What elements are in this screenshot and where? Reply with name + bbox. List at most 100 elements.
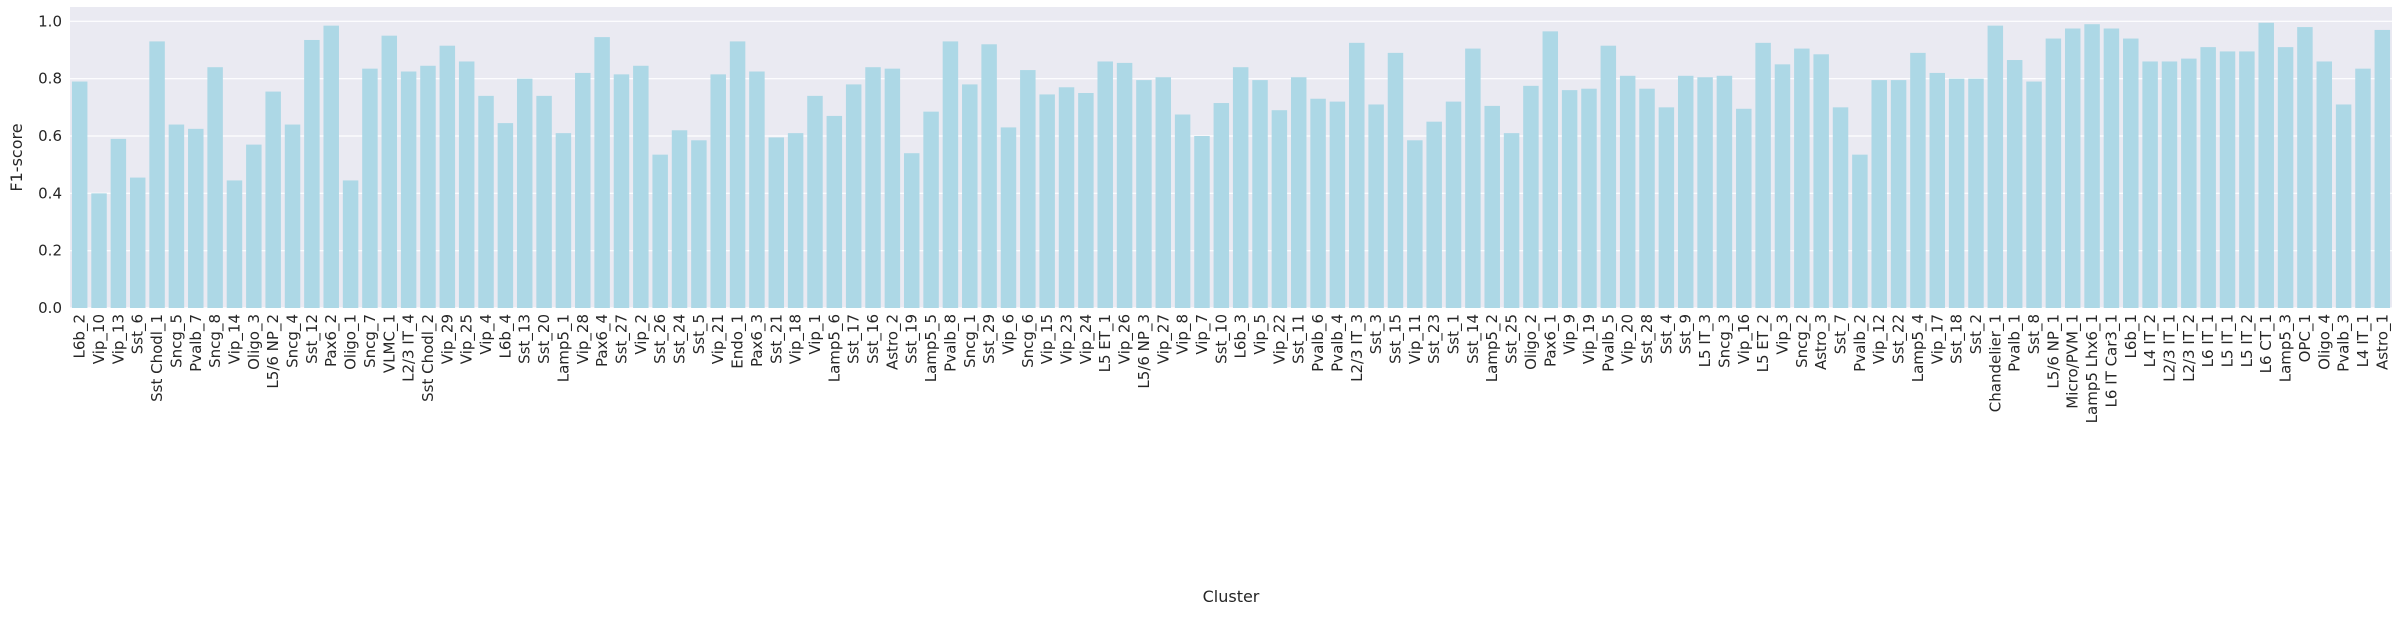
bar [2239, 51, 2255, 308]
x-tick-label: VLMC_1 [380, 314, 399, 373]
bar [2219, 51, 2236, 308]
x-tick-label: Chandelier_1 [1986, 314, 2005, 412]
y-tick-label: 1.0 [38, 12, 62, 30]
x-tick-label: Vip_15 [1038, 314, 1057, 364]
x-tick-label: Oligo_3 [245, 314, 264, 370]
y-gridlines [70, 20, 2392, 309]
x-tick-label: Vip_11 [1406, 314, 1425, 364]
bar [2335, 104, 2352, 308]
bar [246, 144, 262, 308]
x-tick-label: Astro_1 [2373, 314, 2392, 370]
bar [265, 91, 281, 308]
x-tick-label: Lamp5_2 [1483, 314, 1502, 382]
x-tick-label: Sst_1 [1445, 314, 1464, 354]
x-tick-label: Sst_8 [2025, 314, 2044, 354]
bar [1523, 85, 1539, 308]
bar [1890, 80, 1907, 308]
x-tick-label: L5 IT_2 [2238, 314, 2257, 367]
x-tick-label: L2/3 IT_1 [2160, 314, 2179, 382]
x-tick-label: Sncg_8 [206, 314, 225, 368]
bar [2161, 61, 2178, 308]
x-tick-label: Vip_22 [1270, 314, 1289, 364]
x-tick-label: L4 IT_1 [2354, 314, 2373, 367]
bar [1252, 80, 1268, 308]
bar [1639, 88, 1655, 308]
bar [1058, 87, 1075, 309]
x-tick-label: Sst_28 [1638, 314, 1657, 364]
x-tick-label: Vip_5 [1251, 314, 1270, 355]
x-tick-label: L5/6 NP_1 [2044, 314, 2063, 389]
x-tick-label: Sst_16 [864, 314, 883, 364]
bar [962, 84, 978, 309]
bar [710, 74, 726, 308]
x-tick-label: Vip_14 [225, 314, 244, 364]
x-tick-label: Sst_14 [1464, 314, 1483, 364]
x-tick-label: Sst_15 [1386, 314, 1405, 364]
bar [2181, 58, 2197, 308]
x-tick-label: Vip_29 [438, 314, 457, 364]
x-tick-label: Sst_20 [535, 314, 554, 364]
x-tick-label: Vip_1 [806, 314, 825, 355]
bar [787, 133, 804, 308]
x-tick-label: Sst_2 [1967, 314, 1986, 354]
x-tick-label: Pvalb_6 [1309, 314, 1328, 372]
x-tick-label: Sst Chodl_2 [419, 314, 438, 402]
bar [1465, 48, 1481, 309]
y-tick-label: 0.2 [38, 242, 62, 260]
bar [284, 124, 301, 309]
bar [981, 44, 997, 309]
x-tick-label: Sst_19 [903, 314, 922, 364]
x-tick-label: Vip_8 [1174, 314, 1193, 355]
x-tick-label: Vip_4 [477, 314, 496, 355]
y-tick-label: 0.6 [38, 127, 62, 145]
bar [1619, 75, 1636, 308]
bar [1407, 140, 1423, 308]
bar [903, 153, 920, 308]
bar [807, 95, 823, 308]
x-tick-label: L6 IT_1 [2199, 314, 2218, 367]
bar [1968, 78, 1984, 309]
bar [1677, 75, 1694, 308]
x-tick-label: Sst_7 [1832, 314, 1851, 354]
bar [884, 68, 901, 308]
bar [2006, 60, 2023, 309]
bar [2258, 22, 2274, 309]
bar [420, 65, 436, 309]
x-tick-label: Micro/PVM_1 [2064, 314, 2083, 409]
x-tick-label: Sst_17 [845, 314, 864, 364]
x-tick-label: Pvalb_8 [941, 314, 960, 372]
bar [1194, 136, 1210, 308]
x-tick-label: Lamp5_1 [554, 314, 573, 382]
x-tick-label: Pvalb_2 [1851, 314, 1870, 372]
x-tick-label: L6b_2 [71, 314, 90, 358]
x-tick-label: Lamp5_5 [922, 314, 941, 382]
x-tick-label: Vip_16 [1735, 314, 1754, 364]
bar [749, 71, 765, 308]
bar [2374, 29, 2391, 309]
bar [1813, 54, 1829, 308]
x-tick-label: Vip_28 [574, 314, 593, 364]
bar [439, 45, 456, 308]
x-tick-label: Pvalb_3 [2335, 314, 2354, 372]
bar [1078, 93, 1094, 308]
x-tick-label: Vip_21 [709, 314, 728, 364]
bar [575, 72, 591, 308]
bar [594, 37, 610, 308]
bar [1136, 80, 1152, 308]
bar [400, 71, 417, 308]
bar [1116, 62, 1133, 309]
bar [1581, 88, 1597, 308]
x-tick-label: Sncg_7 [361, 314, 380, 368]
x-tick-label: Lamp5_6 [825, 314, 844, 382]
x-tick-label: Astro_2 [883, 314, 902, 370]
x-tick-label: Pax6_2 [322, 314, 341, 367]
bar [226, 180, 243, 308]
x-tick-label: Lamp5 Lhx6_1 [2083, 314, 2102, 423]
bar [188, 128, 204, 308]
x-tick-label: Sst_10 [1212, 314, 1231, 364]
bar [1174, 114, 1191, 308]
x-tick-label: L6b_1 [2122, 314, 2141, 358]
bar [2084, 24, 2100, 308]
x-tick-label: Sst_4 [1657, 314, 1676, 354]
bar [826, 115, 843, 308]
